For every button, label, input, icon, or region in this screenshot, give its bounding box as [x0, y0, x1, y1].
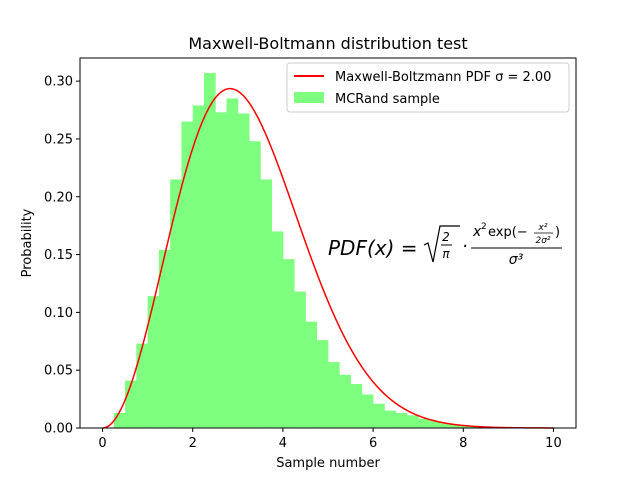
histogram-bar	[406, 415, 419, 428]
formula-num-x: x	[472, 224, 482, 240]
histogram-bar	[282, 259, 295, 428]
histogram-bar	[170, 179, 182, 428]
y-tick-label: 0.25	[44, 132, 73, 147]
legend-hist-swatch	[294, 92, 324, 103]
y-axis-label: Probability	[20, 208, 35, 277]
formula-inner-den: 2σ²	[535, 236, 550, 246]
histogram-bar	[136, 343, 149, 428]
x-tick-label: 6	[369, 436, 377, 451]
x-tick-label: 8	[459, 436, 467, 451]
formula-annotation: PDF(x) = 2 π · x 2 exp(− x² 2σ² ) σ³	[328, 222, 562, 268]
x-axis-label: Sample number	[276, 456, 380, 471]
histogram-bar	[339, 374, 351, 428]
formula-den: σ³	[509, 252, 524, 268]
histogram-bar	[294, 291, 306, 428]
formula-inner-num: x²	[538, 223, 548, 233]
formula-lhs: PDF(x) =	[328, 236, 418, 260]
formula-num-exp: exp(−	[488, 225, 528, 240]
legend: Maxwell-Boltzmann PDF σ = 2.00 MCRand sa…	[286, 62, 570, 113]
histogram-bar	[305, 321, 318, 429]
x-tick-label: 10	[545, 436, 562, 451]
histogram-bar	[237, 113, 250, 428]
histogram-bar	[158, 249, 171, 428]
histogram-bar	[249, 141, 261, 428]
y-tick-label: 0.30	[44, 75, 73, 90]
y-tick-label: 0.15	[44, 248, 73, 263]
histogram-bar	[204, 73, 216, 428]
y-axis-ticks: 0.00 0.05 0.10 0.15 0.20 0.25 0.30	[44, 75, 80, 437]
y-tick-label: 0.20	[44, 190, 73, 205]
histogram-bar	[181, 121, 194, 428]
x-tick-label: 0	[98, 436, 106, 451]
legend-hist-label: MCRand sample	[335, 92, 440, 107]
formula-num-sup: 2	[481, 222, 487, 232]
histogram-bar	[373, 403, 385, 428]
histogram-bar	[271, 231, 284, 428]
formula-dot: ·	[462, 236, 468, 257]
y-tick-label: 0.10	[44, 306, 73, 321]
histogram-bar	[384, 410, 397, 428]
x-tick-label: 2	[189, 436, 197, 451]
x-axis-ticks: 0 2 4 6 8 10	[98, 428, 562, 451]
histogram-bar	[192, 105, 205, 428]
x-tick-label: 4	[279, 436, 287, 451]
histogram-bar	[440, 423, 453, 429]
chart-title: Maxwell-Boltmann distribution test	[188, 34, 467, 53]
histogram-bar	[452, 424, 464, 428]
histogram-bar	[316, 340, 329, 429]
histogram-bar	[429, 421, 442, 428]
y-tick-label: 0.05	[44, 364, 73, 379]
histogram-bar	[147, 296, 160, 428]
histogram-bar	[226, 98, 239, 428]
y-tick-label: 0.00	[44, 422, 73, 437]
histogram-bar	[113, 412, 126, 428]
formula-sqrt-den: π	[442, 247, 450, 261]
histogram-bar	[418, 418, 430, 428]
axes-frame	[79, 57, 577, 429]
formula-sqrt-num: 2	[442, 230, 450, 244]
histogram-bar	[125, 380, 137, 428]
formula-close: )	[555, 225, 560, 240]
plot-area	[102, 73, 554, 429]
histogram-bar	[361, 394, 374, 428]
histogram-bar	[215, 112, 227, 428]
histogram-bars	[113, 73, 487, 429]
formula-sqrt-sign	[423, 225, 460, 263]
histogram-bar	[395, 412, 408, 428]
histogram-bar	[328, 362, 340, 428]
pdf-curve	[102, 87, 554, 429]
legend-box	[286, 62, 570, 113]
legend-curve-label: Maxwell-Boltzmann PDF σ = 2.00	[335, 70, 551, 85]
histogram-bar	[463, 425, 475, 428]
histogram-bar	[350, 384, 363, 428]
histogram-bar	[260, 179, 273, 428]
